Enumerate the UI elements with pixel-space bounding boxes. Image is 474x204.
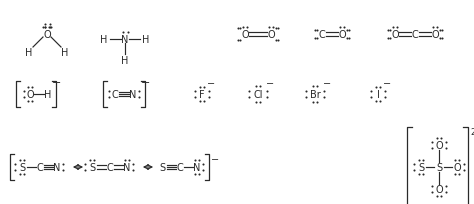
- Text: O: O: [43, 30, 51, 40]
- Text: Cl: Cl: [253, 90, 263, 100]
- Text: O: O: [435, 140, 443, 150]
- Text: Br: Br: [310, 90, 320, 100]
- Text: −: −: [211, 154, 219, 164]
- Text: C: C: [107, 162, 113, 172]
- Text: H: H: [142, 35, 150, 45]
- Text: C: C: [411, 30, 419, 40]
- Text: 2-: 2-: [470, 127, 474, 136]
- Text: N: N: [121, 35, 128, 45]
- Text: H: H: [100, 35, 108, 45]
- Text: S: S: [418, 162, 424, 172]
- Text: O: O: [435, 184, 443, 194]
- Text: O: O: [338, 30, 346, 40]
- Text: S: S: [159, 162, 165, 172]
- Text: −: −: [383, 79, 391, 89]
- Text: N: N: [123, 162, 131, 172]
- Text: C: C: [177, 162, 183, 172]
- Text: −: −: [141, 78, 151, 88]
- Text: S: S: [436, 162, 442, 172]
- Text: N: N: [129, 90, 137, 100]
- Text: O: O: [26, 90, 34, 100]
- Text: S: S: [89, 162, 95, 172]
- Text: H: H: [121, 56, 128, 66]
- Text: S: S: [19, 162, 25, 172]
- Text: H: H: [44, 90, 52, 100]
- Text: H: H: [61, 48, 69, 58]
- Text: −: −: [52, 78, 62, 88]
- Text: N: N: [193, 162, 201, 172]
- Text: F: F: [199, 90, 205, 100]
- Text: −: −: [266, 79, 274, 89]
- Text: −: −: [323, 79, 331, 89]
- Text: C: C: [111, 90, 118, 100]
- Text: O: O: [431, 30, 439, 40]
- Text: H: H: [25, 48, 33, 58]
- Text: O: O: [453, 162, 461, 172]
- Text: I: I: [376, 90, 380, 100]
- Text: C: C: [36, 162, 44, 172]
- Text: O: O: [391, 30, 399, 40]
- Text: C: C: [319, 30, 325, 40]
- Text: N: N: [53, 162, 61, 172]
- Text: O: O: [241, 30, 249, 40]
- Text: −: −: [207, 79, 215, 89]
- Text: O: O: [267, 30, 275, 40]
